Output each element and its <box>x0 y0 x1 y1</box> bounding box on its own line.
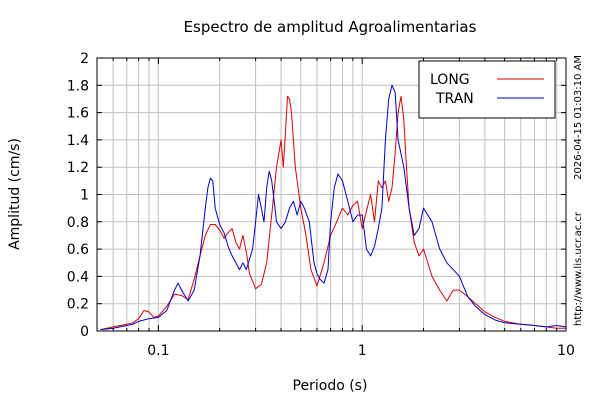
y-tick-label: 1.8 <box>67 78 89 94</box>
y-tick-label: 0.2 <box>67 297 89 313</box>
legend-label-tran: TRAN <box>435 91 474 107</box>
legend-label-long: LONG <box>430 72 470 88</box>
y-tick-label: 0 <box>80 324 89 340</box>
y-tick-label: 1 <box>80 188 89 204</box>
legend: LONG TRAN <box>418 60 556 119</box>
timestamp-label: 2026-04-15 01:03:10 AM <box>573 55 584 180</box>
series-line-tran <box>100 84 567 331</box>
x-tick-label: 1 <box>358 343 367 359</box>
y-tick-label: 1.2 <box>67 160 89 176</box>
y-tick-label: 0.8 <box>67 215 89 231</box>
series-lines <box>100 84 567 331</box>
x-axis-ticks: 0.1 1 10 <box>96 58 575 359</box>
x-tick-label: 10 <box>557 343 575 359</box>
y-tick-label: 2 <box>80 51 89 67</box>
y-tick-label: 0.6 <box>67 242 89 258</box>
y-tick-label: 1.6 <box>67 106 89 122</box>
y-axis-label: Amplitud (cm/s) <box>7 138 23 250</box>
y-tick-label: 1.4 <box>67 133 89 149</box>
source-url-label: http://www.lis.ucr.ac.cr <box>573 211 584 326</box>
chart-title: Espectro de amplitud Agroalimentarias <box>184 18 477 36</box>
x-tick-label: 0.1 <box>147 343 169 359</box>
y-axis-ticks: 0 0.2 0.4 0.6 0.8 1 1.2 1.4 1.6 1.8 2 <box>67 51 566 340</box>
x-axis-label: Periodo (s) <box>293 378 368 394</box>
y-tick-label: 0.4 <box>67 269 89 285</box>
legend-box <box>418 60 556 119</box>
